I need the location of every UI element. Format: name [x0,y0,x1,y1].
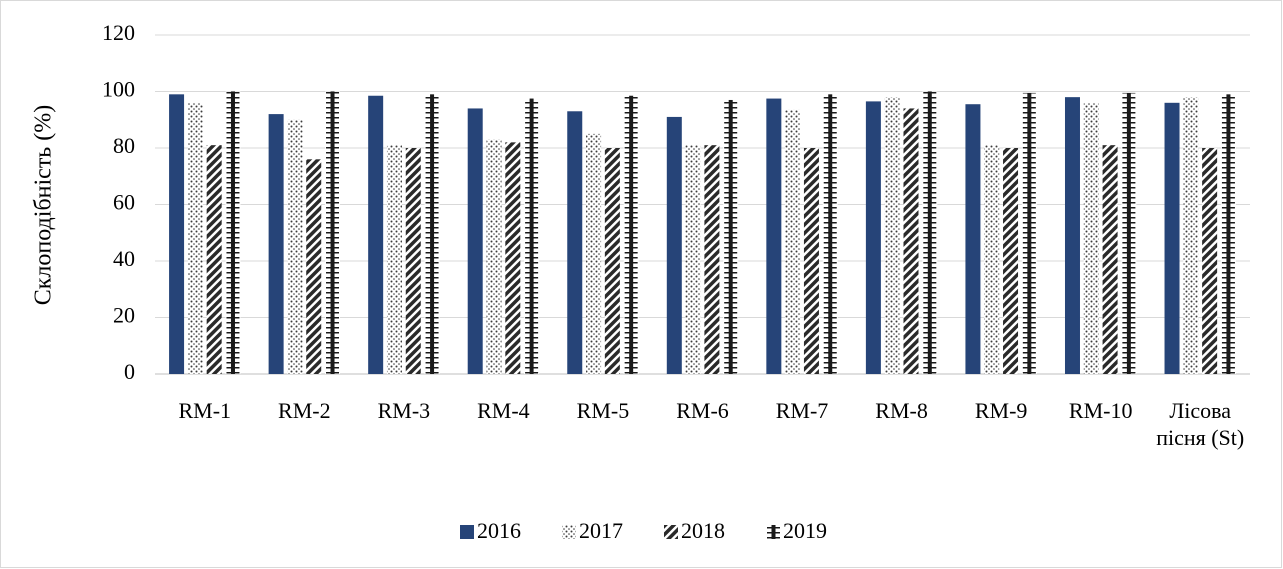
y-tick-label: 60 [113,190,135,215]
bar [623,95,639,375]
bar [1183,97,1199,375]
legend-marker [664,525,678,539]
bar [884,97,900,375]
x-tick-label: RM-4 [477,398,530,423]
bar [922,91,938,374]
bar [1121,92,1137,374]
bar [984,145,1000,374]
legend-label: 2018 [681,518,725,543]
bar [1064,97,1080,375]
bar [524,98,540,374]
bar [467,108,483,374]
bar [666,116,682,375]
legend-marker [562,525,576,539]
bar [965,104,981,375]
bar [1083,102,1099,375]
bar [368,95,384,375]
bar [1021,92,1037,374]
bar [785,109,801,375]
bar [766,98,782,374]
x-tick-label: RM-7 [775,398,829,423]
x-tick-label: RM-1 [178,398,232,423]
bar [169,94,185,374]
y-axis-label: Склоподібність (%) [31,105,57,305]
x-tick-label: RM-10 [1068,398,1133,423]
bar [1003,148,1019,374]
bar [704,145,720,374]
bar [268,114,284,374]
bar [567,111,583,375]
bar [187,102,203,375]
x-tick-label: Лісова пісня (St) [1156,398,1245,450]
bar [1102,145,1118,374]
bar [903,108,919,374]
legend-label: 2019 [783,518,827,543]
bar [486,139,502,374]
x-tick-label: RM-6 [676,398,729,423]
bar [723,99,739,374]
bar [386,145,402,374]
bar [325,91,341,374]
bar [306,159,322,374]
y-tick-label: 0 [124,359,135,384]
legend-label: 2017 [579,518,623,543]
legend-marker [460,525,474,539]
x-tick-label: RM-3 [377,398,431,423]
bar [287,119,303,374]
bar [206,145,222,374]
bar [225,91,241,374]
bar [685,145,701,374]
y-tick-label: 40 [113,246,135,271]
bar [1202,148,1218,374]
bar [1220,94,1236,374]
x-tick-label: RM-8 [875,398,928,423]
bar [803,148,819,374]
bar [865,101,881,374]
y-tick-label: 20 [113,303,135,328]
bar [586,133,602,374]
x-tick-label: RM-2 [278,398,331,423]
bar [424,94,440,374]
bar [822,94,838,374]
bar [604,148,620,374]
bar [505,142,521,374]
x-tick-label: RM-9 [974,398,1028,423]
legend-marker [766,525,780,539]
y-tick-label: 100 [102,77,135,102]
y-tick-label: 80 [113,133,135,158]
x-tick-label: RM-5 [576,398,630,423]
y-tick-label: 120 [102,20,135,45]
bar [405,148,421,374]
legend-label: 2016 [477,518,521,543]
bar [1164,102,1180,375]
